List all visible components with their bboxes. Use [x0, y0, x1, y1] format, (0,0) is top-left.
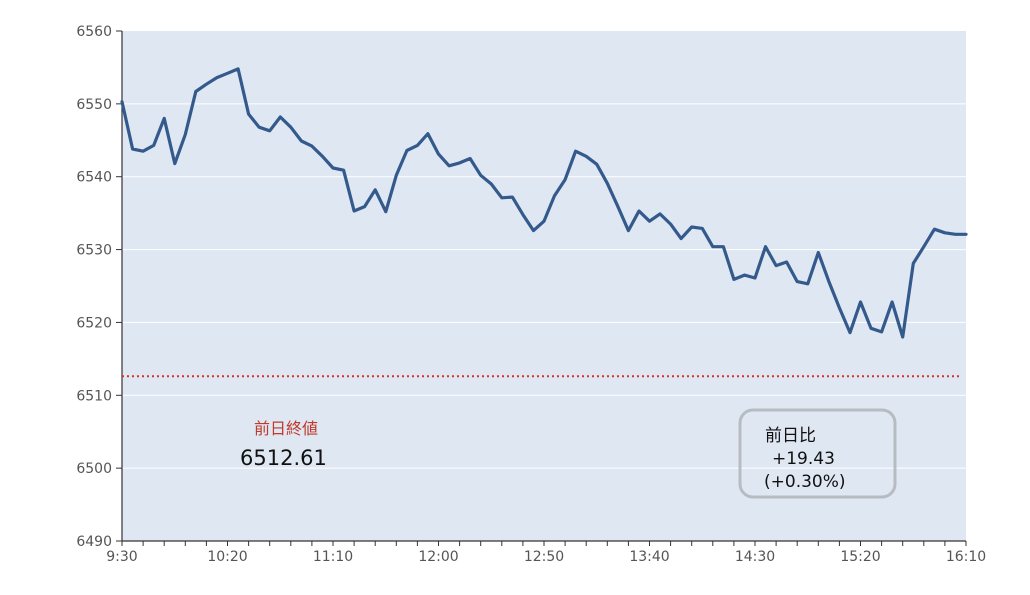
x-tick-label: 14:30	[735, 549, 775, 565]
axes	[116, 30, 967, 546]
x-tick-label: 12:50	[524, 549, 564, 565]
y-tick-label: 6530	[76, 243, 112, 259]
y-tick-label: 6500	[76, 461, 112, 477]
x-axis-tick-labels: 9:30 10:20 11:10 12:00 12:50 13:40 14:30 15:20 1…	[106, 549, 986, 565]
change-value: +19.43	[772, 449, 835, 469]
y-tick-label: 6520	[76, 315, 112, 331]
series-line	[120, 67, 968, 339]
y-tick-label: 6560	[76, 24, 112, 40]
y-tick-label: 6550	[76, 97, 112, 113]
x-tick-label: 15:20	[840, 549, 880, 565]
x-tick-label: 10:20	[207, 549, 247, 565]
change-label: 前日比	[765, 426, 816, 446]
x-tick-label: 16:10	[946, 549, 986, 565]
change-box: 前日比 +19.43 (+0.30%)	[738, 408, 897, 499]
x-tick-label: 9:30	[106, 549, 137, 565]
x-tick-label: 11:10	[313, 549, 353, 565]
gridlines	[122, 103, 966, 469]
y-tick-label: 6540	[76, 170, 112, 186]
x-tick-label: 12:00	[418, 549, 458, 565]
change-percent: (+0.30%)	[764, 472, 846, 492]
plot-area	[122, 31, 966, 541]
change-box-frame	[738, 408, 897, 499]
y-tick-label: 6490	[76, 534, 112, 550]
y-tick-label: 6510	[76, 388, 112, 404]
x-tick-label: 13:40	[629, 549, 669, 565]
previous-close-value: 6512.61	[240, 446, 327, 470]
y-axis-tick-labels: 6490 6500 6510 6520 6530 6540 6550 6560	[76, 24, 112, 550]
previous-close-label: 前日終値	[254, 419, 318, 438]
